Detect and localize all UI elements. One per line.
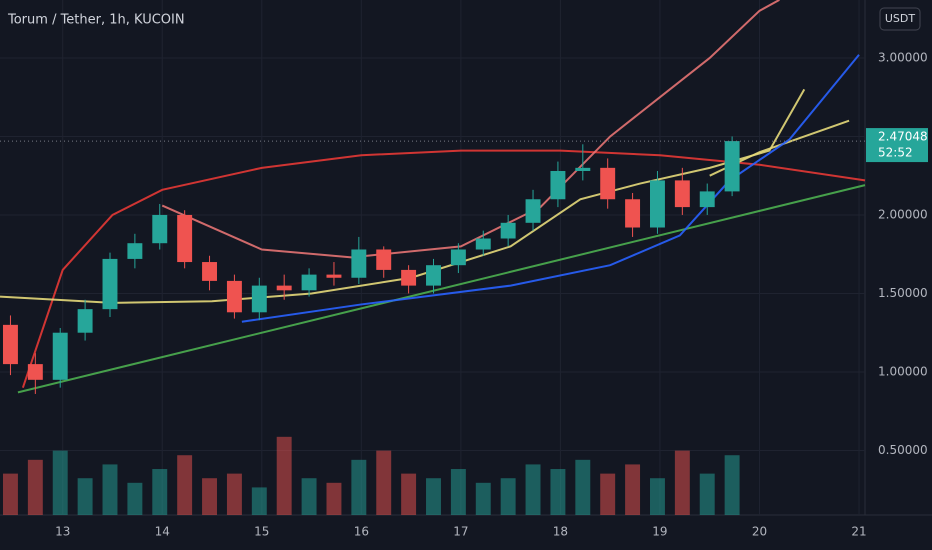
- x-tick-label: 21: [851, 525, 866, 539]
- candle-body: [625, 199, 641, 228]
- y-tick-label: 3.00000: [878, 50, 928, 64]
- candle-body: [2, 324, 18, 365]
- y-tick-label: 0.50000: [878, 443, 928, 457]
- candle-body: [525, 199, 541, 223]
- indicator-line: [21, 149, 866, 388]
- chart-title: Torum / Tether, 1h, KUCOIN: [7, 13, 185, 28]
- candle-body: [226, 280, 242, 313]
- candle-body: [724, 141, 740, 192]
- x-tick-label: 16: [354, 525, 369, 539]
- candle-body: [326, 274, 342, 278]
- candle-body: [500, 222, 516, 239]
- indicator-line: [17, 184, 866, 394]
- volume-bar: [625, 464, 641, 515]
- last-price-tag: [866, 128, 928, 163]
- volume-bar: [426, 478, 441, 515]
- last-price-label: 2.47048: [878, 130, 928, 144]
- volume-bar: [475, 482, 491, 515]
- candle-body: [127, 243, 143, 259]
- volume-bar: [450, 469, 466, 515]
- candle-body: [152, 214, 168, 244]
- x-tick-label: 19: [652, 525, 667, 539]
- volume-bar: [649, 478, 665, 515]
- x-tick-label: 17: [453, 525, 468, 539]
- volume-bar: [699, 473, 715, 515]
- y-tick-label: 2.00000: [878, 207, 928, 221]
- volume-bar: [376, 450, 392, 515]
- candle-body: [550, 170, 566, 200]
- volume-bar: [251, 487, 267, 515]
- volume-bar: [2, 473, 18, 515]
- volume-bar: [575, 459, 591, 515]
- volume-bar: [177, 455, 193, 515]
- volume-bar: [27, 459, 43, 515]
- volume-bar: [674, 450, 690, 515]
- candle-body: [575, 167, 591, 171]
- x-tick-label: 14: [155, 525, 170, 539]
- volume-bar: [724, 455, 740, 515]
- y-tick-label: 1.50000: [878, 286, 928, 300]
- candle-body: [77, 309, 93, 333]
- countdown-label: 52:52: [878, 146, 913, 160]
- volume-bar: [326, 482, 342, 515]
- candle-body: [27, 364, 43, 380]
- candle-body: [699, 191, 715, 208]
- volume-bar: [127, 482, 143, 515]
- volume-bar: [77, 478, 93, 515]
- candle-body: [376, 249, 392, 270]
- indicators: [0, 0, 866, 394]
- candle-body: [401, 269, 417, 286]
- candle-body: [351, 249, 367, 278]
- volume-bar: [301, 478, 317, 515]
- volume-bar: [351, 459, 367, 515]
- volume: [2, 436, 740, 515]
- indicator-line: [241, 54, 860, 323]
- candle-body: [276, 285, 292, 291]
- candle-body: [177, 214, 193, 263]
- candle-body: [674, 180, 690, 208]
- x-tick-label: 20: [752, 525, 767, 539]
- volume-bar: [226, 473, 242, 515]
- candle-body: [649, 180, 665, 228]
- volume-bar: [525, 464, 541, 515]
- candles: [2, 136, 740, 394]
- volume-bar: [401, 473, 417, 515]
- y-tick-label: 1.00000: [878, 364, 928, 378]
- x-tick-label: 13: [55, 525, 70, 539]
- candle-body: [600, 167, 616, 200]
- candle-body: [102, 258, 118, 310]
- currency-label[interactable]: USDT: [885, 12, 916, 25]
- indicator-line: [161, 0, 780, 259]
- currency-button[interactable]: [879, 7, 921, 31]
- candle-body: [426, 265, 441, 286]
- x-tick-label: 15: [254, 525, 269, 539]
- candle-body: [301, 274, 317, 291]
- volume-bar: [202, 478, 217, 515]
- volume-bar: [550, 469, 566, 515]
- candle-body: [52, 332, 68, 380]
- volume-bar: [500, 478, 516, 515]
- volume-bar: [52, 450, 68, 515]
- candle-body: [202, 262, 217, 281]
- volume-bar: [600, 473, 616, 515]
- x-tick-label: 18: [553, 525, 568, 539]
- volume-bar: [152, 469, 168, 515]
- candle-body: [450, 249, 466, 266]
- volume-bar: [102, 464, 118, 515]
- volume-bar: [276, 436, 292, 515]
- axes: 0.500001.000001.500002.000002.500003.000…: [0, 50, 928, 539]
- candle-body: [475, 238, 491, 250]
- candle-body: [251, 285, 267, 313]
